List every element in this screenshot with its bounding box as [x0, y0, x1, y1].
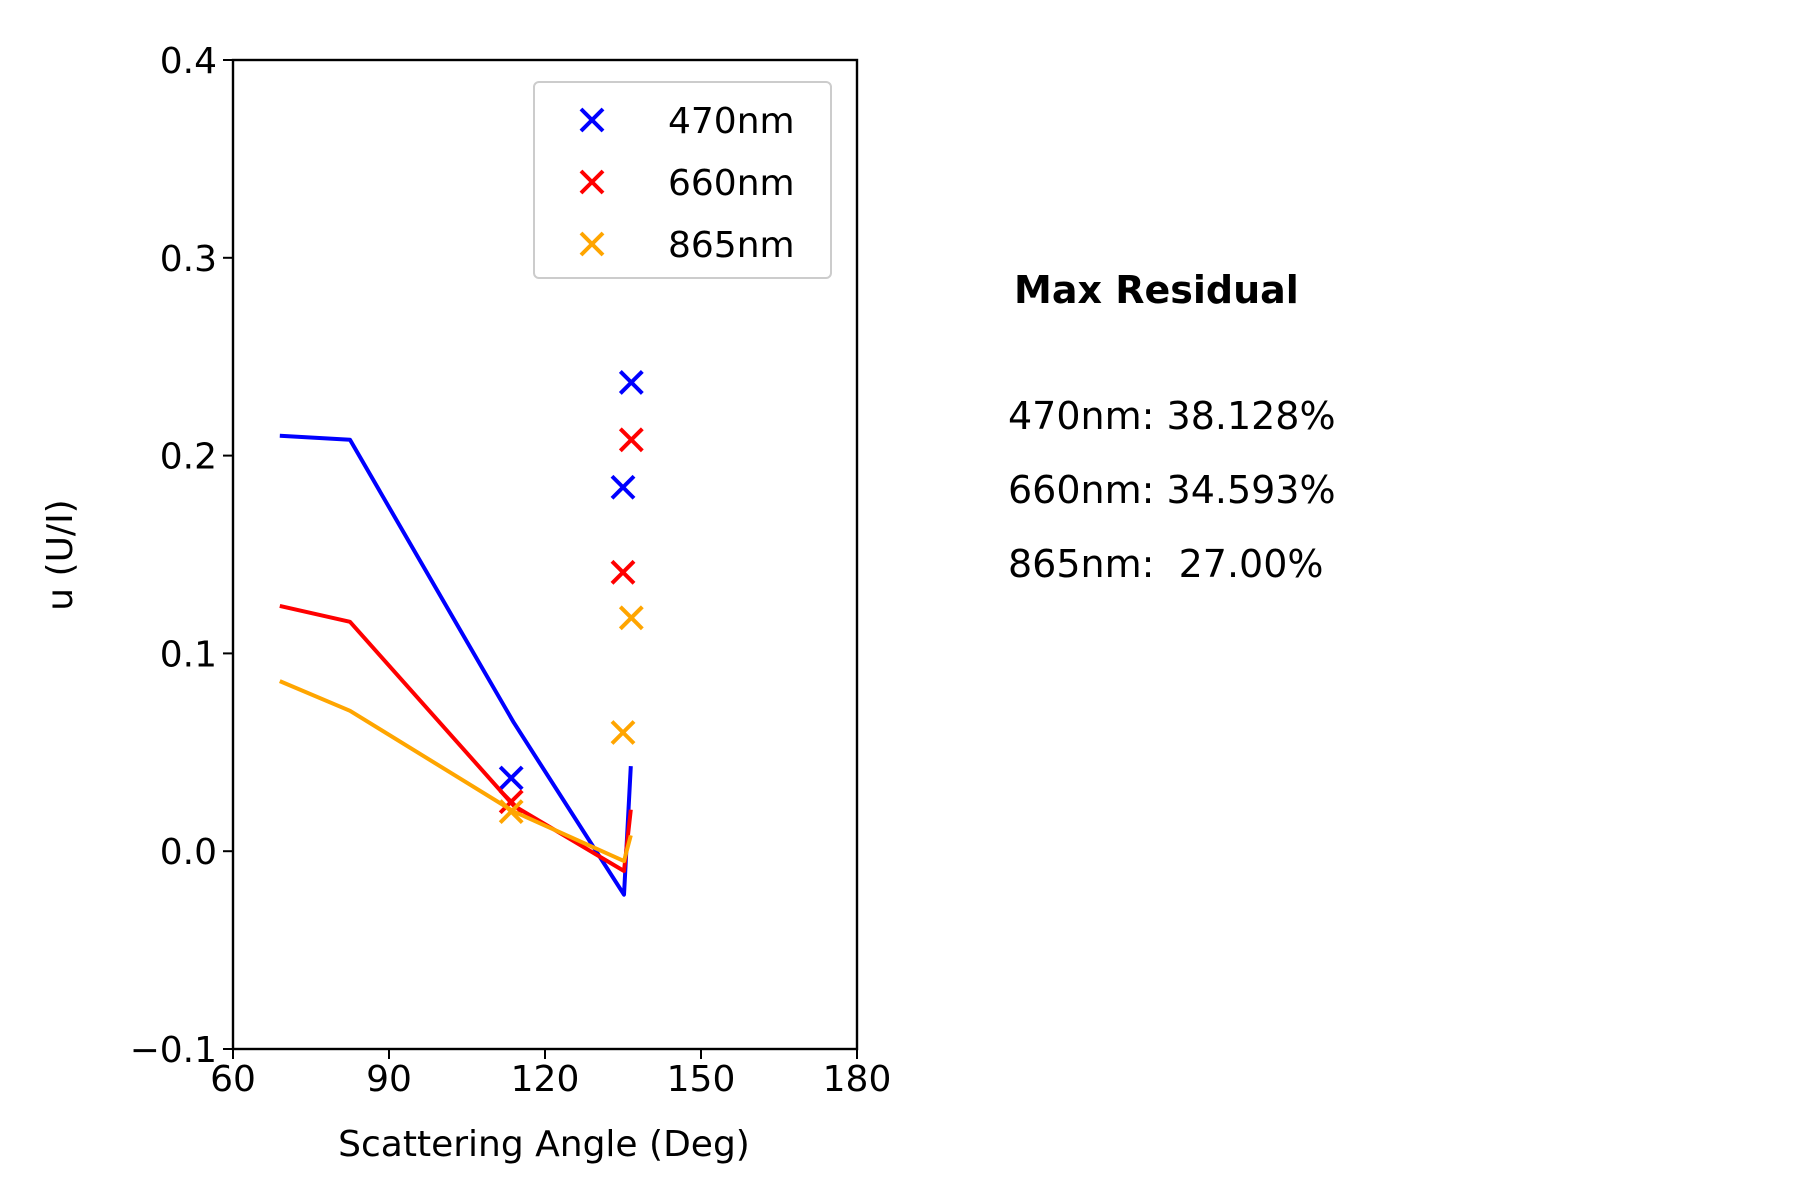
y-tick-label: 0.0: [160, 832, 217, 873]
series-line-865nm: [279, 679, 633, 864]
data-point-470nm-0: [498, 765, 524, 791]
legend-marker-660nm: [579, 169, 605, 195]
legend: 470nm 660nm 865nm: [533, 81, 832, 279]
y-tick-label: 0.1: [160, 634, 217, 675]
x-tick-label: 90: [366, 1059, 412, 1100]
legend-label-660nm: 660nm: [668, 163, 795, 204]
x-tick-label: 120: [511, 1059, 580, 1100]
residual-line-660: 660nm: 34.593%: [1008, 468, 1336, 512]
legend-marker-865nm: [579, 231, 605, 257]
x-tick-label: 60: [210, 1059, 256, 1100]
x-tick-label: 180: [823, 1059, 892, 1100]
data-point-660nm-1: [610, 559, 636, 585]
y-tick-label: −0.1: [130, 1030, 217, 1071]
data-point-660nm-0: [498, 789, 524, 815]
series-line-660nm: [279, 603, 633, 873]
x-axis-label: Scattering Angle (Deg): [338, 1124, 750, 1165]
data-point-865nm-1: [610, 720, 636, 745]
x-tick-label: 150: [667, 1059, 736, 1100]
data-point-865nm-0: [498, 799, 524, 825]
residual-title: Max Residual: [1014, 268, 1299, 312]
legend-label-865nm: 865nm: [668, 225, 795, 266]
y-tick-label: 0.2: [160, 437, 217, 478]
data-layer: [279, 369, 644, 897]
residual-line-865: 865nm: 27.00%: [1008, 542, 1324, 586]
residual-line-470: 470nm: 38.128%: [1008, 394, 1336, 438]
legend-marker-470nm: [579, 107, 605, 133]
y-tick-label: 0.3: [160, 239, 217, 280]
legend-box: [533, 81, 832, 279]
y-axis-label: u (U/I): [40, 499, 81, 610]
legend-label-470nm: 470nm: [668, 101, 795, 142]
data-point-470nm-2: [618, 369, 644, 395]
y-tick-label: 0.4: [160, 41, 217, 82]
data-point-660nm-2: [618, 427, 644, 453]
axes: 60 90 120 150 180 −0.1 0.0 0.1 0.2 0.3 0.4: [130, 41, 892, 1100]
data-point-865nm-2: [618, 605, 644, 631]
data-point-470nm-1: [610, 474, 636, 500]
plot-area: [279, 369, 644, 897]
series-line-470nm: [279, 433, 633, 897]
